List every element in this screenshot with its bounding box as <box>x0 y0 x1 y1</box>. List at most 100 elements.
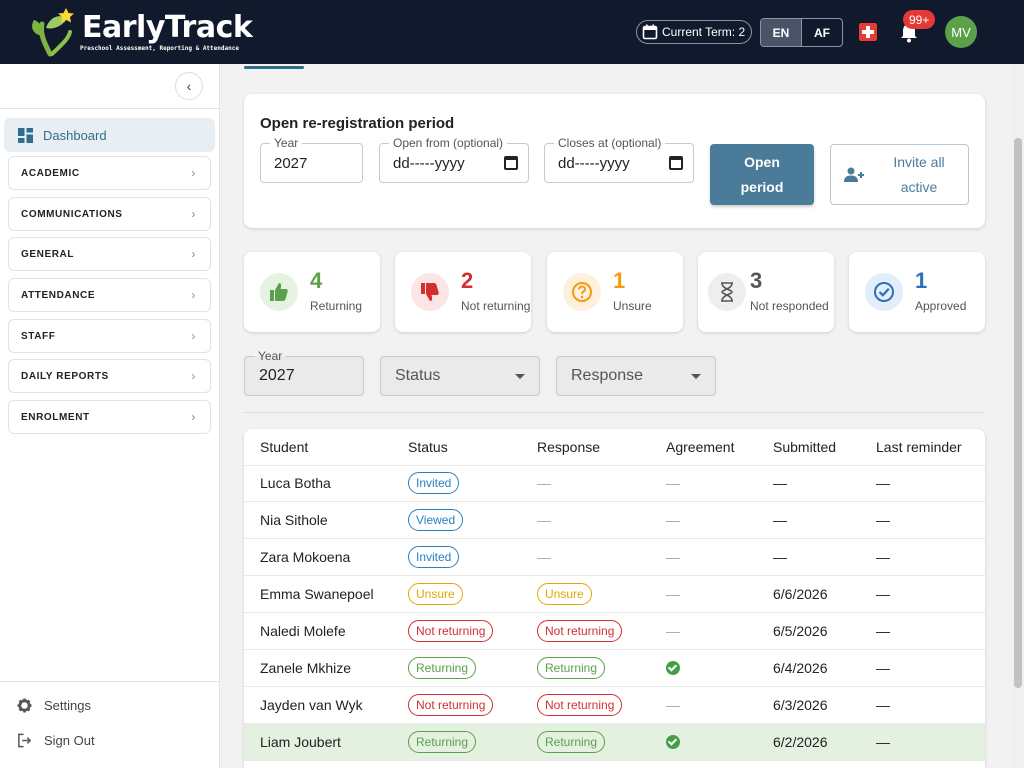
settings-link[interactable]: Settings <box>17 698 91 713</box>
agreement-cell: — <box>666 623 680 639</box>
check-circle-icon <box>865 273 903 311</box>
brand-tagline: Preschool Assessment, Reporting & Attend… <box>80 45 239 52</box>
stat-value: 3 <box>750 268 763 293</box>
table-row[interactable]: Liam Joubert Returning Returning 6/2/2026 — <box>244 724 985 761</box>
sidebar-section-daily-reports[interactable]: DAILY REPORTS › <box>8 359 211 393</box>
logout-icon <box>18 733 32 748</box>
last-reminder-cell: — <box>876 549 890 565</box>
collapse-sidebar-button[interactable]: ‹ <box>175 72 203 100</box>
agreement-check-icon <box>666 735 680 749</box>
sidebar-section-general[interactable]: GENERAL › <box>8 237 211 271</box>
submitted-cell: 6/6/2026 <box>773 586 828 602</box>
table-row[interactable]: Emma Swanepoel Unsure Unsure — 6/6/2026 — <box>244 576 985 613</box>
open-period-button[interactable]: Open period <box>710 144 814 205</box>
table-row[interactable]: Jayden van Wyk Not returning Not returning… <box>244 687 985 724</box>
sidebar-section-label: GENERAL <box>21 248 75 260</box>
sidebar-section-label: ENROLMENT <box>21 411 90 423</box>
stat-value: 4 <box>310 268 323 293</box>
year-filter-field[interactable]: Year 2027 <box>244 349 364 396</box>
column-header-submitted[interactable]: Submitted <box>773 439 837 455</box>
language-af-button[interactable]: AF <box>814 25 830 40</box>
stat-label: Not returning <box>461 299 531 313</box>
sidebar-section-staff[interactable]: STAFF › <box>8 319 211 353</box>
sidebar-section-label: ACADEMIC <box>21 167 80 179</box>
table-header-row: Student Status Response Agreement Submit… <box>244 429 985 466</box>
table-row[interactable]: Nia Sithole Viewed — — — — <box>244 502 985 539</box>
sign-out-link[interactable]: Sign Out <box>17 733 95 748</box>
submitted-cell: — <box>773 475 787 491</box>
dropdown-arrow-icon <box>691 373 701 379</box>
sidebar-item-dashboard[interactable]: Dashboard <box>4 118 215 152</box>
language-en-button[interactable]: EN <box>761 19 801 46</box>
gear-icon <box>17 698 32 713</box>
active-tab-indicator <box>244 66 304 69</box>
sign-out-label: Sign Out <box>44 733 95 748</box>
thumbs-up-icon <box>260 273 298 311</box>
sidebar-section-communications[interactable]: COMMUNICATIONS › <box>8 197 211 231</box>
table-row[interactable]: Luca Botha Invited — — — — <box>244 465 985 502</box>
period-card-title: Open re-registration period <box>260 115 455 132</box>
sidebar-item-label: Dashboard <box>43 127 107 143</box>
column-header-response[interactable]: Response <box>537 439 601 455</box>
response-chip: Returning <box>537 731 606 753</box>
stat-card-approved: 1 Approved <box>849 252 985 332</box>
closes-at-date-field[interactable]: Closes at (optional) dd-----yyyy <box>544 136 694 183</box>
brand-logo[interactable]: EarlyTrack Preschool Assessment, Reporti… <box>30 6 253 58</box>
calendar-icon[interactable] <box>504 156 518 170</box>
response-cell: Returning <box>537 724 606 760</box>
current-term-chip[interactable]: Current Term: 2 <box>636 20 752 44</box>
page-scrollbar[interactable] <box>1012 64 1024 768</box>
submitted-cell: 6/4/2026 <box>773 660 828 676</box>
student-cell: Jayden van Wyk <box>260 697 363 713</box>
last-reminder-cell: — <box>876 512 890 528</box>
invite-all-active-button[interactable]: Invite all active <box>830 144 969 205</box>
response-cell: — <box>537 512 551 528</box>
scrollbar-thumb[interactable] <box>1014 138 1022 688</box>
user-avatar[interactable]: MV <box>945 16 977 48</box>
sidebar-section-label: ATTENDANCE <box>21 289 96 301</box>
period-year-field[interactable]: Year 2027 <box>260 136 363 183</box>
student-cell: Zanele Mkhize <box>260 660 352 676</box>
settings-label: Settings <box>44 698 91 713</box>
student-cell: Luca Botha <box>260 475 331 491</box>
submitted-cell: — <box>773 549 787 565</box>
column-header-agreement[interactable]: Agreement <box>666 439 735 455</box>
invite-all-active-label: Invite all active <box>893 153 945 195</box>
chevron-right-icon: › <box>191 166 196 180</box>
student-cell: Zara Mokoena <box>260 549 351 565</box>
response-chip: Not returning <box>537 694 623 716</box>
table-row[interactable]: Zara Mokoena Invited — — — — <box>244 539 985 576</box>
stat-value: 1 <box>915 268 928 293</box>
response-chip: Returning <box>537 657 606 679</box>
language-divider <box>801 19 802 46</box>
status-filter-select[interactable]: Status <box>380 356 540 396</box>
submitted-cell: — <box>773 512 787 528</box>
sidebar-section-enrolment[interactable]: ENROLMENT › <box>8 400 211 434</box>
table-row[interactable]: Zanele Mkhize Returning Returning 6/4/2026 — <box>244 650 985 687</box>
sidebar-section-academic[interactable]: ACADEMIC › <box>8 156 211 190</box>
table-row[interactable]: Naledi Molefe Not returning Not returning —… <box>244 613 985 650</box>
status-cell: Invited <box>408 465 460 501</box>
submitted-cell: 6/3/2026 <box>773 697 828 713</box>
column-header-status[interactable]: Status <box>408 439 448 455</box>
current-term-label: Current Term: 2 <box>662 25 746 39</box>
sprout-logo-icon <box>32 8 74 57</box>
sidebar-section-attendance[interactable]: ATTENDANCE › <box>8 278 211 312</box>
status-chip: Not returning <box>408 694 494 716</box>
open-from-label: Open from (optional) <box>389 136 508 150</box>
column-header-student[interactable]: Student <box>260 439 309 455</box>
response-cell: Returning <box>537 650 606 686</box>
column-header-last-reminder[interactable]: Last reminder <box>876 439 962 455</box>
calendar-icon[interactable] <box>669 156 683 170</box>
open-from-date-field[interactable]: Open from (optional) dd-----yyyy <box>379 136 529 183</box>
top-bar: EarlyTrack Preschool Assessment, Reporti… <box>0 0 1024 64</box>
status-cell: Invited <box>408 539 460 575</box>
response-cell: Not returning <box>537 613 623 649</box>
table-row[interactable]: Returning Returning <box>244 761 985 768</box>
agreement-cell <box>666 724 680 760</box>
first-aid-icon[interactable] <box>859 23 877 41</box>
response-filter-select[interactable]: Response <box>556 356 716 396</box>
year-filter-value: 2027 <box>259 367 295 384</box>
status-chip: Returning <box>408 657 477 679</box>
response-cell: Not returning <box>537 687 623 723</box>
